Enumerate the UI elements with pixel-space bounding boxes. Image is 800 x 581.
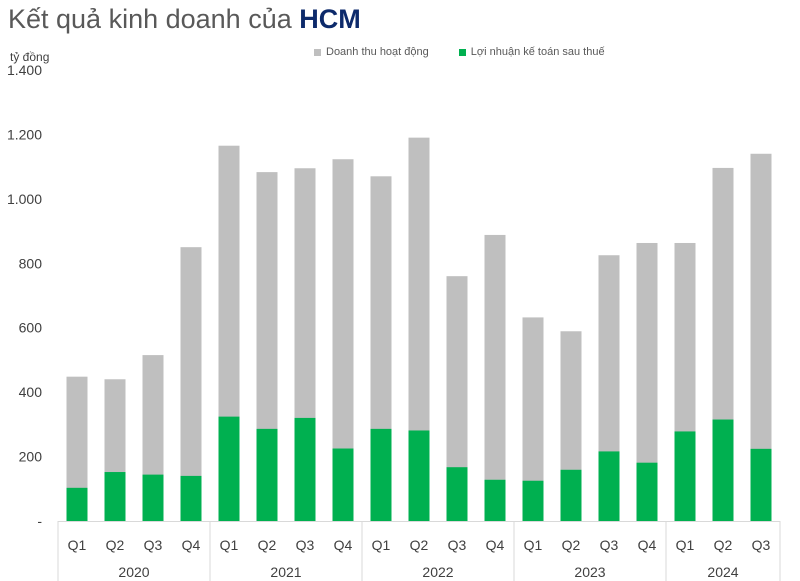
x-tick-label: Q3 [296, 537, 315, 553]
x-tick-label: Q2 [714, 537, 733, 553]
legend-label-profit: Lợi nhuận kế toán sau thuế [470, 46, 605, 58]
bar-profit [256, 428, 278, 521]
bar-revenue [484, 234, 506, 522]
y-tick-label: 1.400 [7, 62, 42, 78]
x-tick-label: Q4 [486, 537, 505, 553]
legend-swatch-revenue [314, 48, 321, 56]
year-group-label: 2024 [707, 564, 738, 580]
y-axis-unit-label: tỷ đồng [10, 50, 50, 64]
bar-profit [560, 469, 582, 521]
x-tick-label: Q3 [144, 537, 163, 553]
y-tick-label: 400 [19, 384, 43, 400]
bar-revenue [750, 153, 772, 521]
x-tick-label: Q2 [106, 537, 125, 553]
x-tick-label: Q2 [410, 537, 429, 553]
bar-profit [598, 451, 620, 521]
chart-title-text: Kết quả kinh doanh của [8, 4, 300, 34]
bar-revenue [180, 247, 202, 521]
bar-profit [180, 475, 202, 521]
bar-revenue [522, 317, 544, 521]
bar-revenue [636, 242, 658, 521]
x-tick-label: Q2 [258, 537, 277, 553]
x-tick-label: Q4 [334, 537, 353, 553]
bar-revenue [332, 159, 354, 521]
bar-profit [370, 428, 392, 521]
bar-profit [294, 417, 316, 521]
y-tick-label: 600 [19, 320, 43, 336]
legend-item-revenue: Doanh thu hoạt động [314, 46, 429, 58]
x-tick-label: Q1 [220, 537, 239, 553]
bar-revenue [446, 276, 468, 521]
x-tick-label: Q1 [68, 537, 87, 553]
bar-profit [674, 431, 696, 521]
year-group-label: 2021 [270, 564, 301, 580]
chart-legend: Doanh thu hoạt động Lợi nhuận kế toán sa… [314, 46, 605, 58]
year-group-label: 2023 [574, 564, 605, 580]
x-tick-label: Q3 [752, 537, 771, 553]
bar-profit [484, 479, 506, 521]
y-tick-label: 1.200 [7, 126, 42, 142]
bar-profit [104, 472, 126, 521]
bar-profit [636, 462, 658, 521]
bar-profit [446, 467, 468, 521]
chart-title-ticker: HCM [299, 4, 361, 34]
bar-revenue [66, 376, 88, 521]
bar-profit [712, 419, 734, 521]
y-tick-label: 800 [19, 255, 43, 271]
x-tick-label: Q1 [676, 537, 695, 553]
x-tick-label: Q4 [182, 537, 201, 553]
x-tick-label: Q3 [448, 537, 467, 553]
year-group-label: 2022 [422, 564, 453, 580]
bar-profit [750, 448, 772, 521]
x-tick-label: Q4 [638, 537, 657, 553]
bar-profit [66, 487, 88, 521]
x-tick-label: Q1 [524, 537, 543, 553]
x-tick-label: Q2 [562, 537, 581, 553]
x-tick-label: Q1 [372, 537, 391, 553]
x-tick-label: Q3 [600, 537, 619, 553]
bar-profit [522, 480, 544, 521]
bar-profit [142, 474, 164, 521]
legend-item-profit: Lợi nhuận kế toán sau thuế [458, 46, 605, 58]
bar-profit [332, 448, 354, 521]
legend-swatch-profit [458, 48, 466, 56]
y-tick-label: 200 [19, 449, 43, 465]
legend-label-revenue: Doanh thu hoạt động [326, 46, 429, 58]
year-group-label: 2020 [118, 564, 149, 580]
y-tick-label: 1.000 [7, 191, 42, 207]
bar-revenue [408, 137, 430, 521]
bar-profit [218, 416, 240, 521]
bar-profit [408, 430, 430, 521]
chart-title: Kết quả kinh doanh của HCM [8, 4, 361, 35]
y-tick-label: - [37, 513, 42, 529]
